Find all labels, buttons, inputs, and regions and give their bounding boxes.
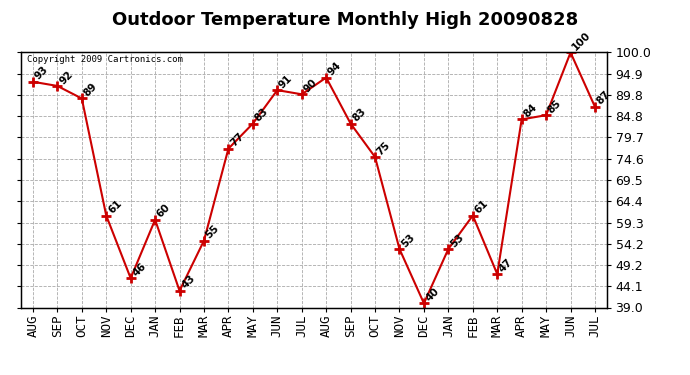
Text: 47: 47 bbox=[497, 256, 515, 274]
Text: Copyright 2009 Cartronics.com: Copyright 2009 Cartronics.com bbox=[26, 55, 182, 64]
Text: 83: 83 bbox=[351, 106, 368, 124]
Text: 85: 85 bbox=[546, 98, 564, 115]
Text: 53: 53 bbox=[400, 232, 417, 249]
Text: 90: 90 bbox=[302, 77, 319, 94]
Text: 61: 61 bbox=[473, 198, 490, 216]
Text: 94: 94 bbox=[326, 60, 344, 78]
Text: 89: 89 bbox=[82, 81, 99, 99]
Text: 60: 60 bbox=[155, 202, 172, 220]
Text: 92: 92 bbox=[57, 69, 75, 86]
Text: 93: 93 bbox=[33, 64, 50, 82]
Text: 75: 75 bbox=[375, 140, 393, 157]
Text: 100: 100 bbox=[571, 30, 593, 52]
Text: 77: 77 bbox=[228, 131, 246, 148]
Text: 53: 53 bbox=[448, 232, 466, 249]
Text: 46: 46 bbox=[130, 261, 148, 278]
Text: 87: 87 bbox=[595, 89, 613, 107]
Text: 40: 40 bbox=[424, 286, 442, 303]
Text: 55: 55 bbox=[204, 223, 221, 241]
Text: 84: 84 bbox=[522, 102, 539, 119]
Text: 91: 91 bbox=[277, 73, 295, 90]
Text: 83: 83 bbox=[253, 106, 270, 124]
Text: 61: 61 bbox=[106, 198, 124, 216]
Text: 43: 43 bbox=[179, 273, 197, 291]
Text: Outdoor Temperature Monthly High 20090828: Outdoor Temperature Monthly High 2009082… bbox=[112, 11, 578, 29]
